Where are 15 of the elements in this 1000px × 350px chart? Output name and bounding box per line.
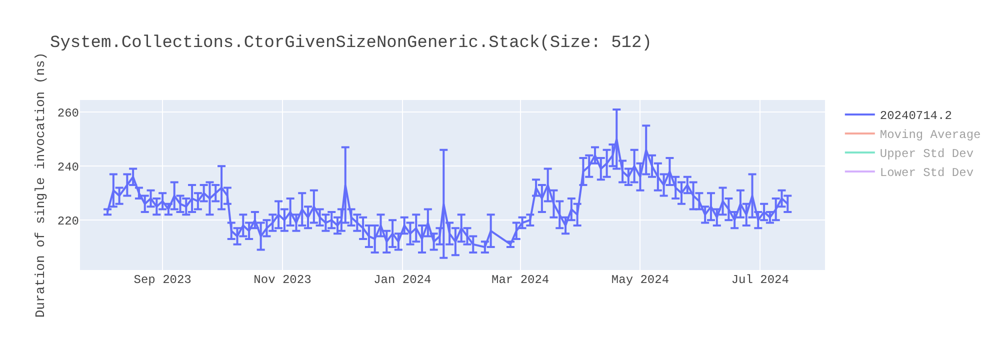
legend-label: Moving Average	[880, 128, 981, 142]
y-tick-label: 220	[57, 214, 79, 228]
legend-label: Upper Std Dev	[880, 147, 974, 162]
x-tick-label: Sep 2023	[134, 273, 192, 287]
y-axis-title: Duration of single invocation (ns)	[33, 52, 48, 318]
x-tick-label: Mar 2024	[492, 273, 550, 287]
legend-label: Lower Std Dev	[880, 166, 974, 180]
x-tick-label: May 2024	[611, 273, 670, 287]
y-tick-label: 240	[57, 160, 79, 174]
x-tick-label: Nov 2023	[254, 273, 312, 287]
legend-label: 20240714.2	[880, 109, 952, 124]
y-tick-label: 260	[57, 106, 79, 120]
x-tick-label: Jan 2024	[374, 273, 432, 287]
chart-title: System.Collections.CtorGivenSizeNonGeneric.Stack(Size: 512)	[50, 34, 652, 53]
x-tick-label: Jul 2024	[731, 273, 789, 287]
